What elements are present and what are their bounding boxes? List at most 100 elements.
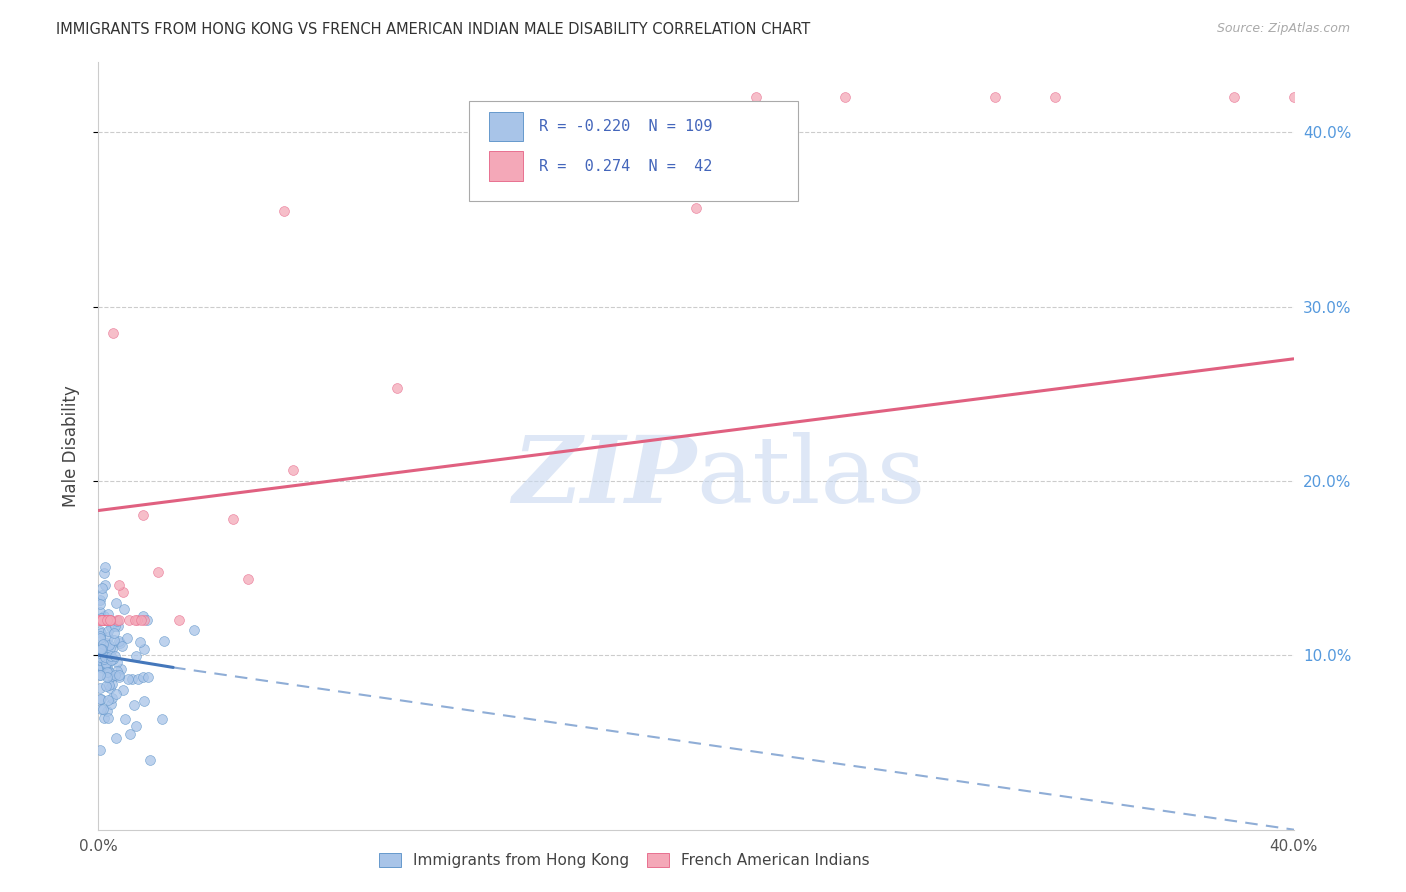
Point bbox=[236, 572, 259, 586]
Point bbox=[89, 631, 111, 645]
Point bbox=[93, 566, 115, 581]
Point bbox=[127, 613, 149, 627]
Point bbox=[105, 615, 128, 629]
Point bbox=[96, 705, 118, 719]
Point bbox=[94, 650, 117, 665]
Point bbox=[98, 677, 121, 691]
Point bbox=[89, 681, 111, 695]
FancyBboxPatch shape bbox=[470, 101, 797, 201]
Point bbox=[96, 670, 118, 684]
Point bbox=[94, 679, 117, 693]
Text: IMMIGRANTS FROM HONG KONG VS FRENCH AMERICAN INDIAN MALE DISABILITY CORRELATION : IMMIGRANTS FROM HONG KONG VS FRENCH AMER… bbox=[56, 22, 810, 37]
Point bbox=[93, 651, 115, 665]
Point bbox=[112, 602, 135, 616]
Point bbox=[98, 638, 121, 652]
Point bbox=[745, 90, 768, 104]
Point bbox=[136, 670, 159, 684]
Point bbox=[90, 691, 112, 706]
Point bbox=[128, 635, 150, 649]
Point bbox=[104, 618, 127, 632]
Point bbox=[97, 624, 120, 639]
Point bbox=[108, 670, 131, 684]
Point bbox=[91, 588, 114, 602]
Point bbox=[94, 660, 117, 674]
FancyBboxPatch shape bbox=[489, 152, 523, 180]
Point bbox=[107, 577, 129, 591]
Point bbox=[103, 625, 125, 640]
Point bbox=[121, 672, 143, 686]
Point bbox=[100, 690, 122, 705]
Point bbox=[94, 613, 117, 627]
Point bbox=[96, 656, 118, 670]
Point bbox=[104, 687, 127, 701]
Point bbox=[89, 605, 111, 619]
Point bbox=[111, 682, 134, 697]
Point bbox=[129, 613, 152, 627]
Point bbox=[91, 642, 114, 657]
Text: atlas: atlas bbox=[696, 432, 925, 522]
Point bbox=[93, 711, 115, 725]
Point bbox=[96, 658, 118, 673]
Point bbox=[125, 718, 148, 732]
Point bbox=[94, 657, 117, 671]
Point bbox=[91, 637, 114, 651]
Point bbox=[91, 702, 114, 716]
Point bbox=[115, 631, 138, 645]
Point bbox=[107, 619, 129, 633]
Point bbox=[96, 665, 118, 680]
Point bbox=[96, 636, 118, 650]
Point bbox=[91, 661, 114, 675]
Point bbox=[132, 608, 155, 623]
Point bbox=[89, 597, 111, 611]
Point bbox=[97, 671, 120, 685]
Point bbox=[104, 649, 127, 664]
Point bbox=[105, 613, 128, 627]
Point bbox=[89, 667, 111, 681]
Point bbox=[89, 593, 111, 607]
Point bbox=[105, 655, 128, 669]
Point bbox=[1043, 90, 1066, 104]
Text: R =  0.274  N =  42: R = 0.274 N = 42 bbox=[540, 159, 713, 174]
Point bbox=[98, 613, 121, 627]
Point bbox=[1282, 90, 1305, 104]
Point bbox=[90, 702, 112, 716]
Point bbox=[108, 635, 131, 649]
Point bbox=[89, 613, 111, 627]
Point bbox=[91, 581, 114, 595]
Point bbox=[90, 625, 112, 640]
Text: R = -0.220  N = 109: R = -0.220 N = 109 bbox=[540, 119, 713, 134]
Point bbox=[100, 649, 122, 664]
Legend: Immigrants from Hong Kong, French American Indians: Immigrants from Hong Kong, French Americ… bbox=[373, 847, 876, 874]
Point bbox=[90, 613, 112, 627]
Point bbox=[125, 648, 148, 663]
Point bbox=[385, 381, 409, 395]
Point bbox=[124, 698, 146, 712]
Point bbox=[104, 731, 127, 746]
Point bbox=[984, 90, 1007, 104]
Point bbox=[89, 660, 111, 674]
Point bbox=[132, 641, 155, 656]
Point bbox=[90, 659, 112, 673]
Point bbox=[97, 607, 120, 622]
Point bbox=[139, 753, 162, 767]
Point bbox=[101, 642, 124, 657]
Point bbox=[97, 711, 120, 725]
Point bbox=[685, 201, 707, 215]
Point bbox=[103, 326, 125, 340]
Point bbox=[101, 652, 124, 666]
Point bbox=[89, 629, 111, 643]
Point bbox=[117, 673, 139, 687]
Point bbox=[89, 668, 111, 682]
Point bbox=[153, 633, 176, 648]
Point bbox=[97, 613, 120, 627]
Point bbox=[89, 649, 111, 664]
Point bbox=[97, 652, 120, 666]
Point bbox=[89, 646, 111, 660]
Point bbox=[132, 613, 155, 627]
Point bbox=[98, 681, 121, 696]
Point bbox=[91, 613, 114, 627]
Point bbox=[105, 664, 128, 678]
Point bbox=[90, 613, 112, 627]
Point bbox=[96, 663, 118, 677]
Point bbox=[90, 611, 112, 625]
